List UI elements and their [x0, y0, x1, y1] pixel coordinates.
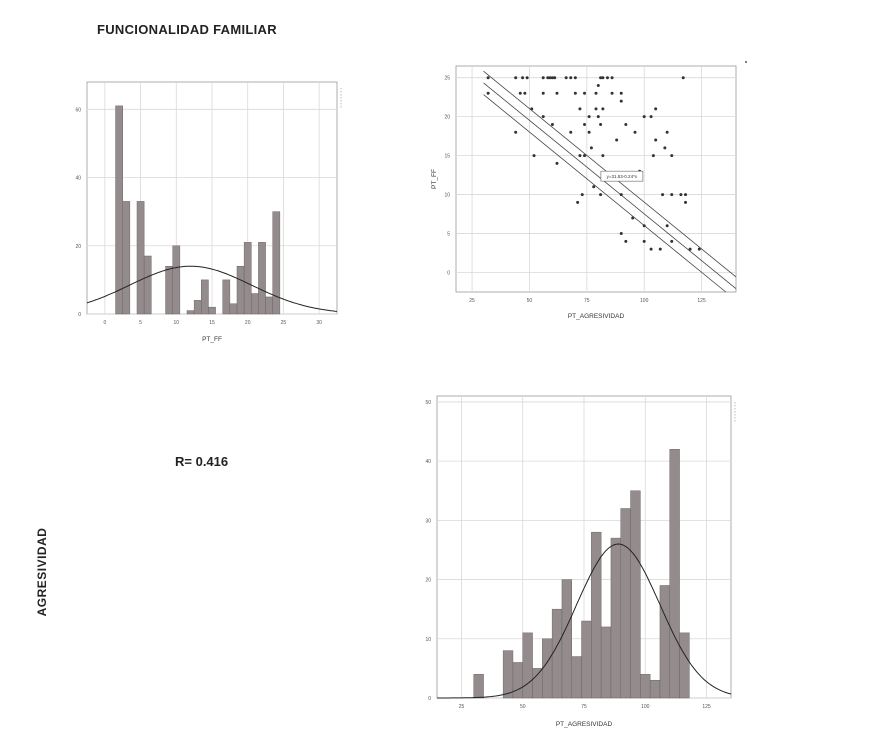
histogram-bar — [670, 449, 680, 698]
histogram-bar — [474, 674, 484, 698]
histogram-bar — [660, 585, 670, 698]
histogram-bar — [523, 633, 533, 698]
histogram-bar — [591, 532, 601, 698]
histogram-bar — [533, 668, 543, 698]
x-tick-label: 25 — [459, 704, 465, 710]
y-tick-label: 20 — [425, 578, 431, 584]
histogram-bar — [621, 509, 631, 698]
y-tick-label: 50 — [425, 400, 431, 406]
x-axis-label: PT_AGRESIVIDAD — [556, 721, 613, 728]
x-tick-label: 75 — [581, 704, 587, 710]
histogram-bar — [503, 651, 513, 698]
y-tick-label: 0 — [428, 696, 431, 702]
histogram-bar — [542, 639, 552, 698]
histogram-bar — [562, 580, 572, 698]
histogram-bar — [513, 662, 523, 698]
row-label-agresividad: AGRESIVIDAD — [35, 528, 49, 617]
y-tick-label: 40 — [425, 459, 431, 465]
histogram-bar — [640, 674, 650, 698]
histogram-bar — [601, 627, 611, 698]
histogram-bar — [552, 609, 562, 698]
correlation-label: R= 0.416 — [175, 454, 228, 469]
histogram-bar — [680, 633, 690, 698]
histogram-bar — [631, 491, 641, 698]
y-tick-label: 30 — [425, 518, 431, 524]
histogram-bar — [611, 538, 621, 698]
x-tick-label: 125 — [702, 704, 711, 710]
x-tick-label: 50 — [520, 704, 526, 710]
x-tick-label: 100 — [641, 704, 650, 710]
y-tick-label: 10 — [425, 637, 431, 643]
histogram-bar — [572, 657, 582, 698]
histogram-bar — [582, 621, 592, 698]
histogram-bar — [650, 680, 660, 698]
